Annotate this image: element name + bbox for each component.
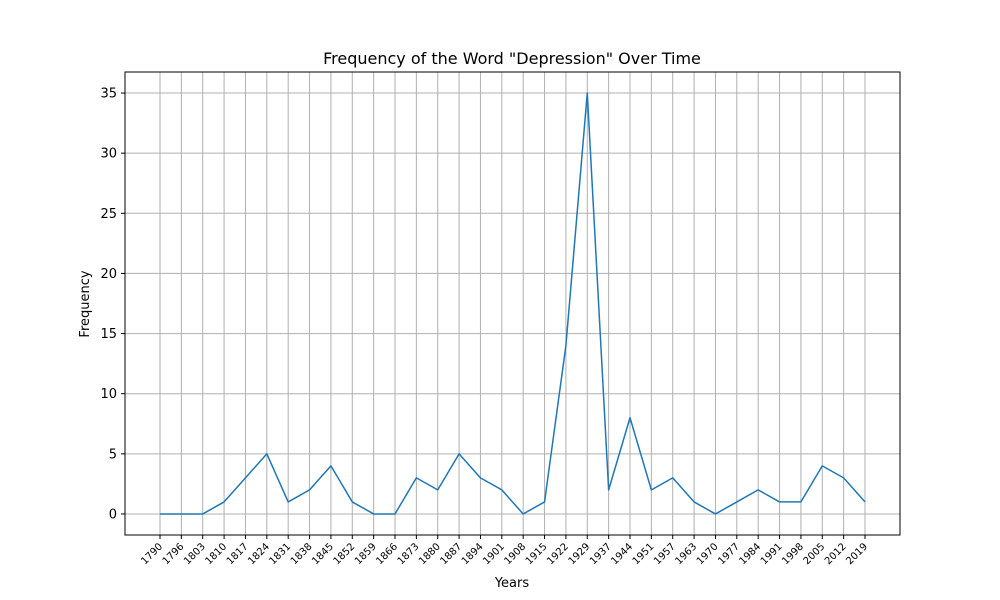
series-area bbox=[160, 92, 866, 515]
y-tick-label: 20 bbox=[100, 267, 117, 282]
x-axis: 1790179618031810181718241831183818451852… bbox=[139, 535, 870, 567]
x-tick-label: 1810 bbox=[203, 541, 229, 567]
x-tick-label: 1908 bbox=[503, 541, 529, 567]
x-tick-label: 2005 bbox=[802, 541, 828, 567]
x-tick-label: 1887 bbox=[438, 541, 464, 567]
x-tick-label: 1803 bbox=[182, 541, 208, 567]
x-axis-label: Years bbox=[494, 576, 530, 591]
x-tick-label: 1859 bbox=[353, 541, 379, 567]
y-tick-label: 25 bbox=[100, 207, 117, 222]
x-tick-label: 1915 bbox=[524, 541, 550, 567]
x-tick-label: 1977 bbox=[716, 541, 742, 567]
x-tick-label: 1894 bbox=[460, 541, 486, 567]
x-tick-label: 1824 bbox=[246, 541, 272, 567]
x-tick-label: 1963 bbox=[673, 541, 699, 567]
chart-title: Frequency of the Word "Depression" Over … bbox=[323, 49, 701, 68]
x-tick-label: 2012 bbox=[823, 541, 849, 567]
y-tick-label: 30 bbox=[100, 147, 117, 162]
y-tick-label: 10 bbox=[100, 387, 117, 402]
x-tick-label: 1790 bbox=[139, 541, 165, 567]
x-tick-label: 1991 bbox=[759, 541, 785, 567]
x-tick-label: 1944 bbox=[609, 541, 635, 567]
x-tick-label: 1845 bbox=[310, 541, 336, 567]
x-tick-label: 1929 bbox=[567, 541, 593, 567]
x-tick-label: 1957 bbox=[652, 541, 678, 567]
y-tick-label: 5 bbox=[109, 447, 117, 462]
series-line bbox=[160, 92, 866, 515]
y-tick-label: 35 bbox=[100, 87, 117, 102]
x-tick-label: 1831 bbox=[268, 541, 294, 567]
x-tick-label: 1838 bbox=[289, 541, 315, 567]
x-tick-label: 1796 bbox=[161, 541, 187, 567]
x-tick-label: 1922 bbox=[545, 541, 571, 567]
x-tick-label: 1970 bbox=[695, 541, 721, 567]
x-tick-label: 1984 bbox=[738, 541, 764, 567]
y-tick-label: 0 bbox=[109, 507, 117, 522]
x-tick-label: 2019 bbox=[844, 541, 870, 567]
x-tick-label: 1951 bbox=[631, 541, 657, 567]
x-tick-label: 1880 bbox=[417, 541, 443, 567]
x-tick-label: 1873 bbox=[396, 541, 422, 567]
grid bbox=[125, 72, 900, 535]
y-tick-label: 15 bbox=[100, 327, 117, 342]
x-tick-label: 1852 bbox=[332, 541, 358, 567]
x-tick-label: 1998 bbox=[780, 541, 806, 567]
x-tick-label: 1901 bbox=[481, 541, 507, 567]
x-tick-label: 1866 bbox=[374, 541, 400, 567]
y-axis: 0 5 10 15 20 25 30 35 bbox=[100, 87, 125, 522]
plot-frame bbox=[124, 71, 901, 536]
y-axis-label: Frequency bbox=[78, 270, 93, 337]
x-tick-label: 1817 bbox=[225, 541, 251, 567]
x-tick-label: 1937 bbox=[588, 541, 614, 567]
